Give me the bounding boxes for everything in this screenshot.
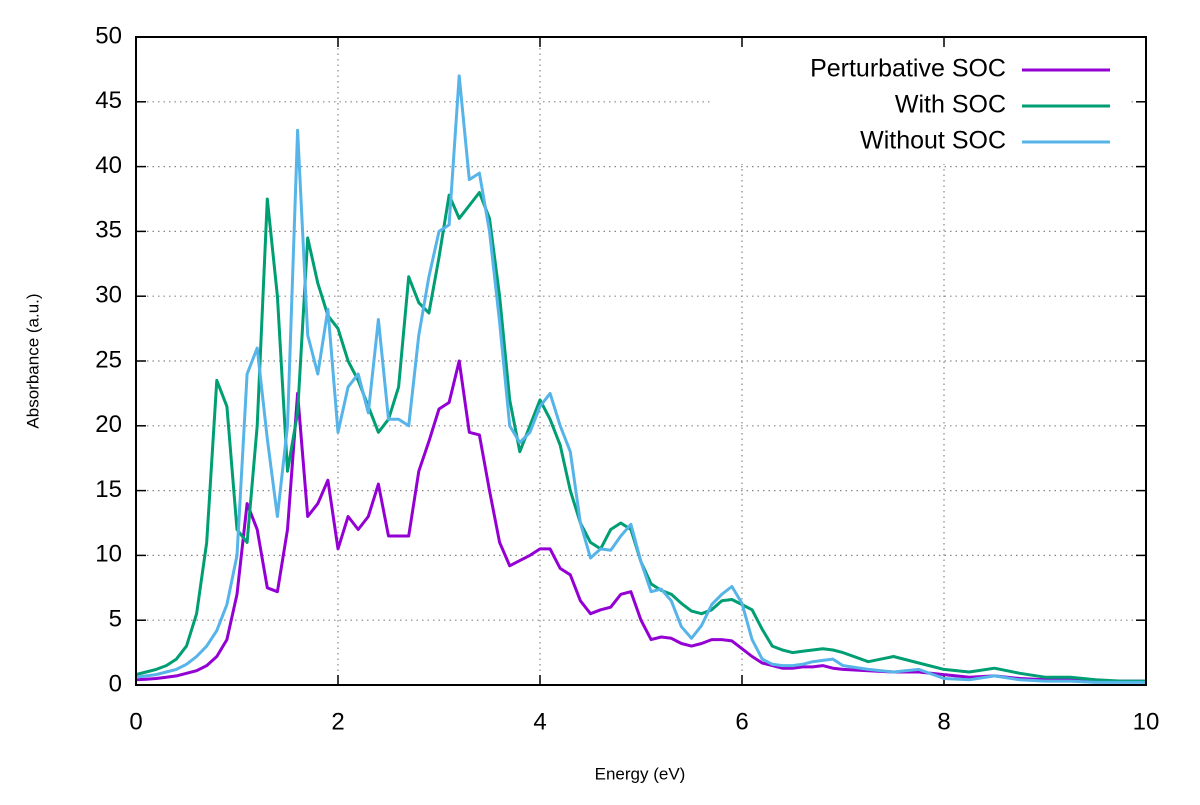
- x-tick-label: 6: [735, 708, 748, 735]
- series-line: [135, 359, 1146, 683]
- y-tick-label: 20: [95, 411, 122, 438]
- series-line: [135, 74, 1146, 684]
- y-tick-label: 45: [95, 87, 122, 114]
- y-tick-label: 5: [109, 606, 122, 633]
- legend-label: Without SOC: [860, 127, 1006, 155]
- x-tick-label: 2: [331, 708, 344, 735]
- y-tick-label: 30: [95, 282, 122, 309]
- y-tick-label: 25: [95, 346, 122, 373]
- legend-label: With SOC: [895, 91, 1006, 119]
- y-tick-label: 40: [95, 152, 122, 179]
- y-axis-label: Absorbance (a.u.): [23, 293, 42, 428]
- x-tick-label: 8: [937, 708, 950, 735]
- x-tick-label: 4: [533, 708, 546, 735]
- x-axis-label: Energy (eV): [595, 764, 686, 783]
- y-tick-label: 10: [95, 541, 122, 568]
- y-tick-label: 50: [95, 22, 122, 49]
- y-tick-label: 15: [95, 476, 122, 503]
- y-tick-label: 35: [95, 217, 122, 244]
- x-tick-label: 10: [1133, 708, 1160, 735]
- legend-label: Perturbative SOC: [810, 55, 1006, 83]
- plot-frame: [135, 36, 1147, 686]
- x-tick-label: 0: [129, 708, 142, 735]
- series-line: [135, 191, 1146, 683]
- y-tick-label: 0: [109, 670, 122, 697]
